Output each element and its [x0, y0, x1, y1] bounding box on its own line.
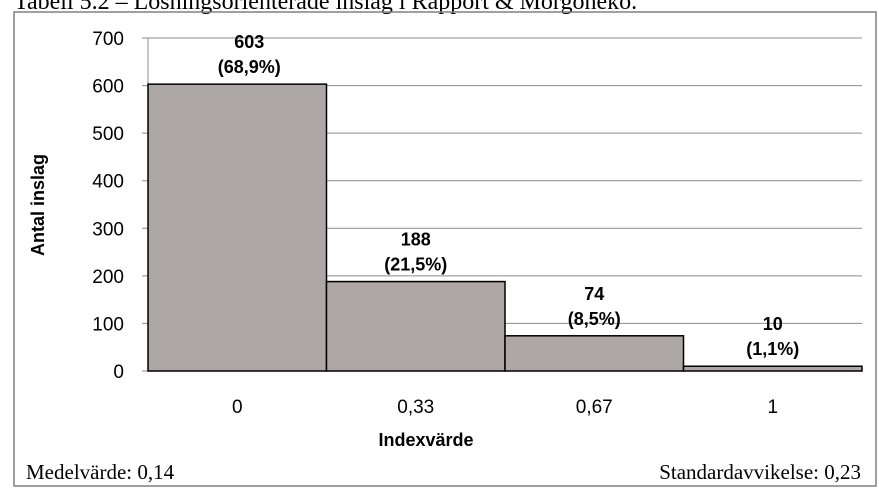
mean-value: Medelvärde: 0,14 — [26, 460, 175, 484]
y-tick-label: 100 — [92, 314, 124, 335]
y-axis-title: Antal inslag — [28, 154, 48, 256]
bar — [147, 83, 328, 372]
bar-value-label: 74 — [584, 284, 604, 304]
y-tick-label: 200 — [92, 267, 124, 288]
y-tick-label: 300 — [92, 219, 124, 240]
x-tick-label: 0,67 — [576, 397, 613, 418]
bar — [325, 280, 506, 372]
x-tick-label: 0 — [232, 397, 243, 418]
bar-percent-label: (8,5%) — [568, 309, 621, 329]
bar — [682, 365, 863, 372]
y-tick-label: 500 — [92, 124, 124, 145]
chart-border — [13, 11, 877, 487]
bar-percent-label: (21,5%) — [384, 255, 447, 275]
bar-percent-label: (68,9%) — [218, 57, 281, 77]
x-tick-label: 0,33 — [397, 397, 434, 418]
std-value: Standardavvikelse: 0,23 — [659, 460, 861, 484]
bar-value-label: 603 — [234, 32, 264, 52]
bar-percent-label: (1,1%) — [746, 339, 799, 359]
bar-value-label: 188 — [401, 230, 431, 250]
bar-value-label: 10 — [763, 314, 783, 334]
y-tick-label: 0 — [113, 362, 124, 383]
y-tick-label: 700 — [92, 29, 124, 50]
y-tick-label: 400 — [92, 172, 124, 193]
y-tick-label: 600 — [92, 77, 124, 98]
x-tick-label: 1 — [767, 397, 778, 418]
bar — [504, 335, 685, 372]
x-axis-title: Indexvärde — [378, 430, 473, 450]
